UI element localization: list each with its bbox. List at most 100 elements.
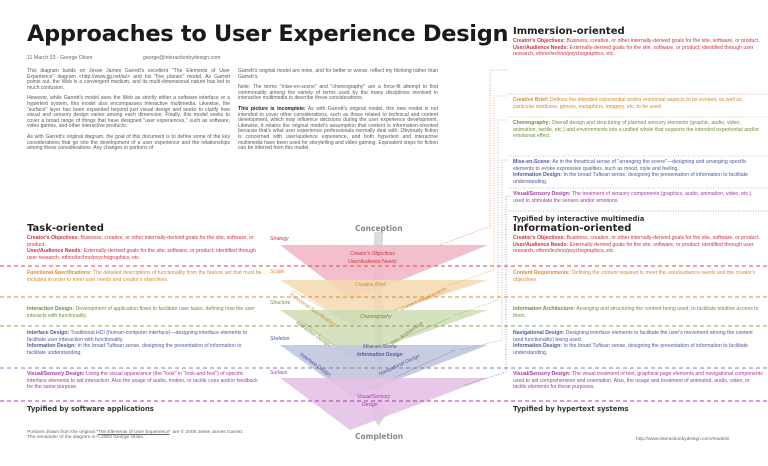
- incomplete-text: As with Garrett's original model, this n…: [238, 105, 438, 152]
- entry-text: Business, creative, or other internally-…: [566, 38, 760, 44]
- entry-label: Content Requirements:: [513, 270, 571, 276]
- entry-text: Externally-derived goals for the site, s…: [513, 44, 754, 58]
- task-entry-scope: Functional Specifications: The detailed …: [27, 270, 262, 283]
- entry-label: Interaction Design:: [27, 306, 74, 312]
- triangle-label: Information Design: [357, 352, 403, 358]
- plane-surface: Surface: [270, 370, 288, 376]
- entry-label: User/Audience Needs:: [513, 44, 569, 51]
- intro-paragraph: Garrett's original model are mine, and f…: [238, 68, 438, 80]
- entry-text: Business, creative, or other internally-…: [27, 235, 254, 248]
- triangle-label: Creator's Objectives: [350, 251, 395, 257]
- entry-label: Creative Brief:: [513, 97, 549, 103]
- entry-text: In the broad Tuftean sense, designing th…: [27, 343, 242, 356]
- intro-paragraph: Note: The terms "mise-en-scene" and "cho…: [238, 84, 438, 102]
- entry-label: Creator's Objectives:: [513, 235, 565, 241]
- immersion-entry-structure: Choreography: Overall design and structu…: [513, 120, 763, 140]
- incomplete-paragraph: This picture is incomplete: As with Garr…: [238, 105, 438, 152]
- task-entry-strategy: Creator's Objectives: Business, creative…: [27, 235, 262, 261]
- triangle-label: Choreography: [360, 314, 392, 320]
- task-typified: Typified by software applications: [27, 405, 154, 413]
- triangle-label: Content Requirements: [400, 285, 448, 313]
- entry-text: Externally-derived goals for the site, s…: [513, 241, 754, 255]
- elements-link[interactable]: The Elements of User Experience: [97, 430, 170, 435]
- entry-text: In the broad Tuftean sense, designing th…: [513, 172, 749, 185]
- immersion-title: Immersion-oriented: [513, 26, 625, 37]
- entry-label: Creator's Objectives:: [513, 38, 565, 44]
- entry-text: Using the visual appearance (the "look" …: [27, 371, 258, 391]
- information-entry-strategy: Creator's Objectives: Business, creative…: [513, 235, 763, 255]
- immersion-entry-surface: Visual/Sensory Design: The treatment of …: [513, 191, 763, 204]
- intro-column-1: This diagram builds on Jesse James Garre…: [27, 68, 230, 157]
- triangle-label: Interaction Design: [294, 320, 332, 349]
- triangle-label: Interface Design: [298, 352, 332, 378]
- immersion-entry-scope: Creative Brief: Defines the intended exp…: [513, 97, 763, 110]
- immersion-entry-strategy: Creator's Objectives: Business, creative…: [513, 38, 763, 58]
- task-entry-surface: Visual/Sensory Design: Using the visual …: [27, 371, 262, 391]
- entry-text: Development of application flows to faci…: [27, 306, 255, 319]
- task-title: Task-oriented: [27, 223, 104, 234]
- triangle-label: Design: [362, 402, 378, 408]
- note-prefix: Portions drawn from the original ": [27, 430, 98, 435]
- entry-text: Overall design and structuring of planne…: [513, 120, 759, 140]
- triangle-label: Creative Brief: [355, 282, 386, 288]
- entry-label: Information Design:: [513, 343, 562, 350]
- task-entry-structure: Interaction Design: Development of appli…: [27, 306, 262, 319]
- entry-label: Visual/Sensory Design:: [513, 191, 571, 197]
- author-email: george@interactionbydesign.com: [143, 55, 221, 61]
- footer-url[interactable]: http://www.interactionbydesign.com/model…: [636, 437, 730, 442]
- page-title: Approaches to User Experience Design: [27, 21, 509, 47]
- conception-label: Conception: [355, 224, 403, 233]
- information-typified: Typified by hypertext systems: [513, 405, 629, 413]
- information-entry-scope: Content Requirements: Defining the conte…: [513, 270, 763, 283]
- entry-text: The detailed descriptions of functionali…: [27, 270, 262, 283]
- immersion-entry-skeleton: Mise-en-Scene: As in the theatrical sens…: [513, 159, 763, 185]
- task-entry-skeleton: Interface Design: Traditional HCI (human…: [27, 330, 262, 356]
- note-line2: The remainder of the diagram is © 2003 G…: [27, 435, 145, 441]
- entry-text: As in the theatrical sense of "arranging…: [513, 159, 747, 172]
- entry-text: The visual treatment of text, graphical …: [513, 371, 763, 391]
- entry-text: Defining the content required to meet th…: [513, 270, 756, 283]
- entry-label: Information Architecture:: [513, 306, 576, 312]
- triangle-label: Info. Architecture: [390, 320, 425, 347]
- entry-label: Creator's Objectives:: [27, 235, 79, 241]
- entry-text: Business, creative, or other internally-…: [566, 235, 760, 241]
- entry-label: User/Audience Needs:: [513, 241, 569, 248]
- note-suffix: " are © 2000 Jesse James Garrett.: [169, 430, 244, 435]
- entry-label: Visual/Sensory Design:: [513, 371, 571, 377]
- entry-text: Defines the intended experiential and/or…: [513, 97, 742, 110]
- entry-label: User/Audience Needs:: [27, 248, 83, 255]
- entry-label: Functional Specifications:: [27, 270, 92, 276]
- entry-label: Information Design:: [27, 343, 76, 350]
- plane-skeleton: Skeleton: [270, 336, 290, 342]
- incomplete-label: This picture is incomplete:: [238, 105, 306, 112]
- entry-label: Information Design:: [513, 172, 562, 179]
- entry-label: Interface Design:: [27, 330, 70, 336]
- entry-label: Mise-en-Scene:: [513, 159, 552, 165]
- intro-paragraph: This diagram builds on Jesse James Garre…: [27, 68, 230, 91]
- entry-text: Externally-derived goals for the site, s…: [27, 248, 256, 261]
- entry-text: Traditional HCI (human-computer interfac…: [27, 330, 248, 343]
- plane-strategy: Strategy: [270, 236, 289, 242]
- immersion-typified: Typified by interactive multimedia: [513, 215, 645, 223]
- triangle-label: User/Audience Needs: [348, 259, 397, 265]
- entry-label: Visual/Sensory Design:: [27, 371, 85, 377]
- entry-text: Designing interface elements to facilita…: [513, 330, 753, 343]
- completion-label: Completion: [355, 432, 404, 441]
- intro-paragraph: As with Garrett's original diagram, the …: [27, 133, 230, 152]
- entry-label: Navigational Design:: [513, 330, 565, 336]
- entry-text: In the broad Tuftean sense, designing th…: [513, 343, 749, 356]
- information-entry-structure: Information Architecture: Arranging and …: [513, 306, 763, 319]
- copyright-note: Portions drawn from the original "The El…: [27, 430, 243, 441]
- entry-label: Choreography:: [513, 120, 551, 126]
- entry-text: Arranging and structuring the content be…: [513, 306, 759, 319]
- date-author: 11 March 03 - George Olsen: [27, 55, 93, 61]
- plane-structure: Structure: [270, 300, 291, 306]
- entry-text: The treatment of sensory components (gra…: [513, 191, 752, 204]
- intro-column-2: Garrett's original model are mine, and f…: [238, 68, 438, 157]
- information-entry-surface: Visual/Sensory Design: The visual treatm…: [513, 371, 763, 391]
- triangle-label: Mise-en-Scene: [363, 344, 397, 350]
- plane-scope: Scope: [270, 269, 285, 275]
- information-title: Information-oriented: [513, 223, 632, 234]
- triangle-label: Visual/Sensory: [357, 394, 391, 400]
- intro-paragraph: However, while Garrett's model sees the …: [27, 95, 230, 130]
